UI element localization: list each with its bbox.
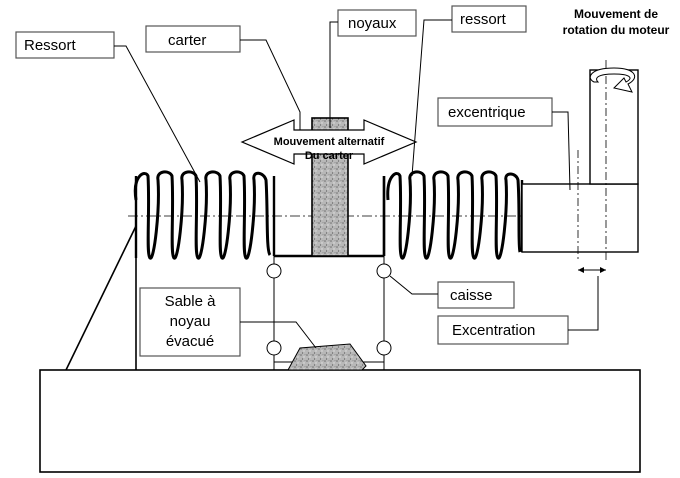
caisse-wheel-top-left	[266, 263, 282, 279]
label-box-noyaux	[337, 9, 417, 37]
label-carter: carter	[168, 32, 206, 49]
leader-ressort-left	[114, 45, 201, 183]
eccentric-body	[521, 183, 639, 253]
label-ressort-left: Ressort	[24, 37, 77, 54]
label-caisse: caisse	[450, 287, 493, 304]
label-box-carter	[145, 25, 241, 53]
label-box-caisse	[437, 281, 515, 309]
label-box-excentrique	[437, 97, 553, 127]
label-moteur-line1: Mouvement de	[574, 7, 658, 21]
left-diagonal	[65, 225, 137, 371]
label-sable-line2: noyau	[170, 313, 211, 330]
sand-pile	[287, 343, 367, 371]
label-sable-line3: évacué	[166, 333, 214, 350]
label-excentrique: excentrique	[448, 104, 526, 121]
base-table	[39, 369, 641, 473]
motor-shaft	[589, 69, 639, 185]
label-box-ressort-left	[15, 31, 115, 59]
left-spring	[133, 170, 272, 260]
label-noyaux: noyaux	[348, 15, 397, 32]
leader-sable	[240, 321, 317, 349]
rotation-arrow-icon	[589, 67, 636, 93]
leader-ressort-right	[411, 19, 452, 177]
excentration-arrowhead-right	[600, 267, 606, 273]
leader-excentration	[568, 276, 599, 331]
label-box-ressort-right	[451, 5, 527, 33]
leader-caisse	[389, 275, 438, 295]
leader-carter	[240, 39, 301, 130]
caisse-wheel-top-right	[376, 263, 392, 279]
label-mouvement-line1: Mouvement alternatif	[274, 136, 385, 148]
label-sable-line1: Sable à	[165, 293, 217, 310]
caisse-wheel-bottom-left	[266, 340, 282, 356]
label-moteur-line2: rotation du moteur	[563, 23, 670, 37]
label-mouvement-line2: Du carter	[305, 150, 354, 162]
caisse-wheel-bottom-right	[376, 340, 392, 356]
leader-noyaux	[329, 21, 338, 128]
label-box-sable	[139, 287, 241, 357]
excentration-arrowhead-left	[578, 267, 584, 273]
right-spring	[386, 170, 522, 260]
label-excentration: Excentration	[452, 322, 535, 339]
label-ressort-right: ressort	[460, 11, 507, 28]
leader-excentrique	[552, 111, 571, 191]
alternating-motion-arrow	[240, 119, 418, 165]
